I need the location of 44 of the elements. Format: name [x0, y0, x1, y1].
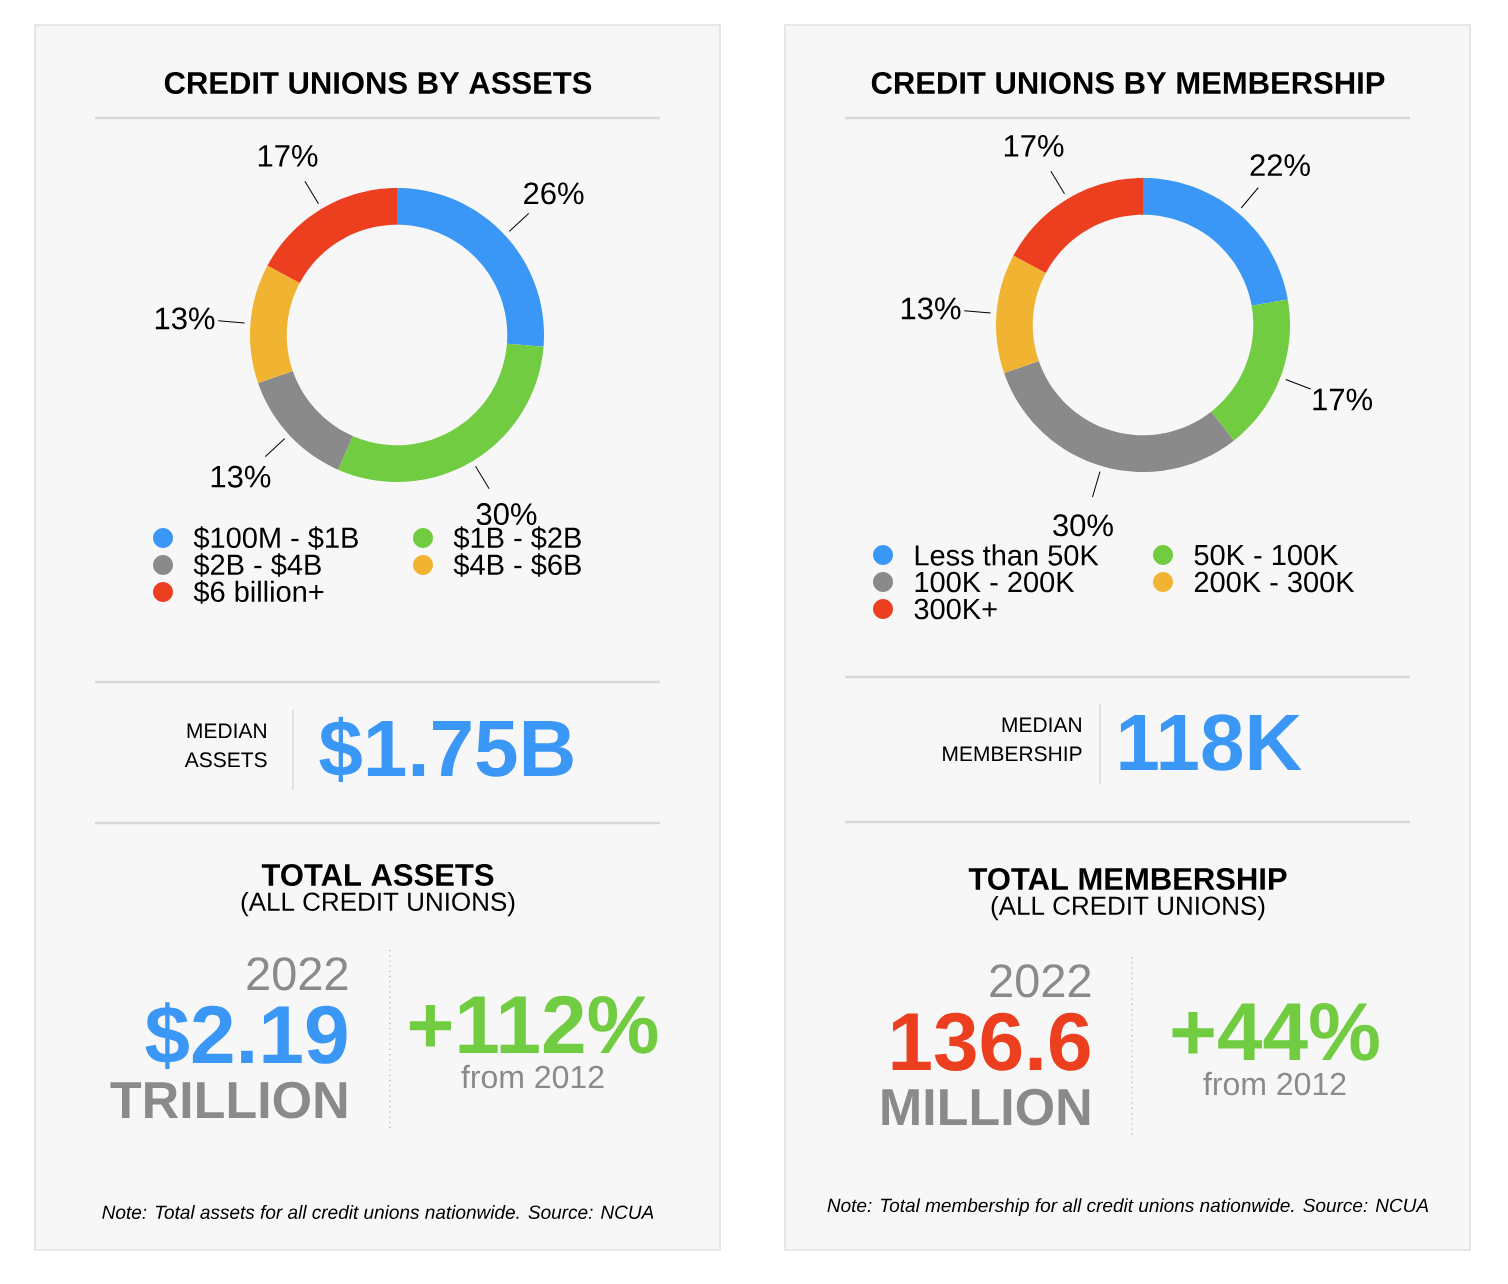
text: (ALL CREDIT UNIONS)	[991, 895, 1265, 921]
text: 136.6	[892, 1012, 1090, 1071]
legend-label: $2B - $4B	[193, 553, 321, 577]
legend-label: 300K+	[914, 598, 997, 620]
data-label: 17%	[258, 145, 318, 167]
text: TOTAL ASSETS	[261, 864, 494, 886]
legend-label: $100M - $1B	[193, 526, 358, 550]
text: (ALL CREDIT UNIONS)	[241, 891, 515, 917]
text: from 2012	[461, 1064, 604, 1089]
text: 2022	[247, 957, 348, 991]
legend-label: 50K - 100K	[1194, 544, 1339, 566]
chart-title: CREDIT UNIONS BY MEMBERSHIP	[871, 72, 1385, 94]
text: +44%	[1172, 1002, 1379, 1061]
chart-title: CREDIT UNIONS BY ASSETS	[164, 72, 592, 94]
legend-label: $4B - $6B	[453, 553, 581, 577]
text: $1.75B	[319, 716, 573, 782]
text: ASSETS	[184, 752, 267, 768]
legend-label: $6 billion+	[193, 580, 324, 604]
text: MILLION	[882, 1088, 1090, 1126]
text: 2022	[990, 964, 1091, 998]
legend-label: $1B - $2B	[453, 526, 581, 550]
data-label: 17%	[1313, 388, 1373, 411]
text: +112%	[409, 995, 658, 1054]
text: MEDIAN	[187, 723, 266, 739]
text: 118K	[1120, 714, 1302, 771]
data-label: 13%	[901, 297, 961, 320]
text: Note: Total assets for all credit unions nationwide. Source: NCUA	[102, 1205, 654, 1219]
legend-label: Less than 50K	[915, 544, 1099, 566]
text: MEMBERSHIP	[943, 746, 1082, 762]
data-label: 13%	[211, 465, 271, 488]
data-label: 30%	[476, 503, 537, 526]
text: from 2012	[1203, 1071, 1346, 1096]
text: TRILLION	[110, 1081, 347, 1119]
data-label: 22%	[1250, 154, 1310, 177]
data-label: 30%	[1053, 514, 1113, 537]
text: $2.19	[145, 1002, 347, 1070]
data-label: 17%	[1004, 135, 1064, 157]
legend-label: 100K - 200K	[915, 571, 1075, 593]
text: MEDIAN	[1002, 717, 1081, 733]
text: TOTAL MEMBERSHIP	[968, 868, 1287, 890]
text: Note: Total membership for all credit unions nationwide. Source: NCUA	[827, 1198, 1429, 1216]
legend-label: 200K - 300K	[1194, 571, 1355, 593]
data-label: 13%	[155, 307, 215, 330]
data-label: 26%	[524, 182, 584, 205]
